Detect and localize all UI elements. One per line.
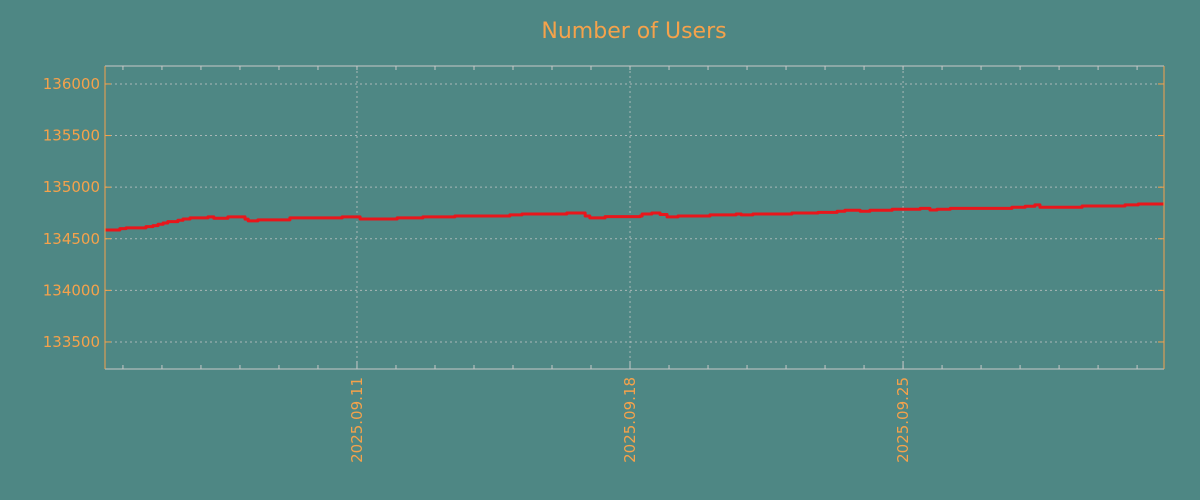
y-tick-label: 134500 bbox=[43, 230, 100, 248]
x-tick-label: 2025.09.25 bbox=[894, 377, 912, 463]
x-tick-label: 2025.09.18 bbox=[621, 377, 639, 463]
y-tick-label: 133500 bbox=[43, 333, 100, 351]
y-axis: 133500 134000 134500 135000 135500 136000 bbox=[43, 75, 1164, 351]
x-axis: 2025.09.11 2025.09.18 2025.09.25 bbox=[122, 66, 1138, 463]
chart-title: Number of Users bbox=[541, 19, 726, 44]
plot-frame bbox=[104, 65, 1165, 370]
y-tick-label: 135500 bbox=[43, 127, 100, 145]
series-layer bbox=[104, 202, 1165, 232]
x-tick-label: 2025.09.11 bbox=[348, 377, 366, 463]
y-tick-label: 134000 bbox=[43, 281, 100, 299]
y-tick-label: 135000 bbox=[43, 178, 100, 196]
y-tick-label: 136000 bbox=[43, 75, 100, 93]
series-line-number-of-users bbox=[105, 202, 1164, 232]
